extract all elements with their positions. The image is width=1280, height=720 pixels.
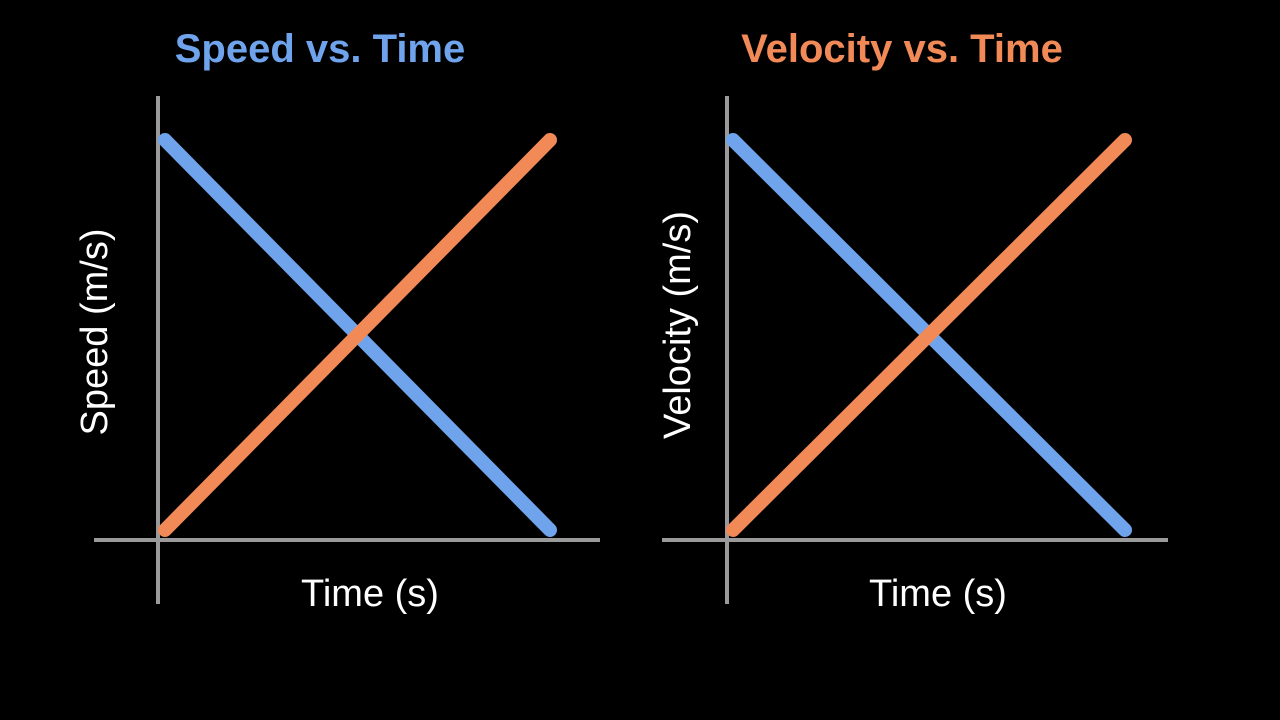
speed-series-group — [158, 133, 557, 537]
speed-chart: Speed vs. Time Time (s) Speed (m/s) — [74, 27, 600, 615]
velocity-series-line-increasing — [726, 133, 1132, 537]
velocity-series-group — [726, 133, 1132, 537]
speed-x-label: Time (s) — [301, 573, 439, 615]
velocity-chart-title: Velocity vs. Time — [741, 27, 1063, 71]
speed-series-line-increasing — [158, 133, 557, 537]
speed-chart-title: Speed vs. Time — [175, 27, 466, 71]
velocity-x-label: Time (s) — [869, 573, 1007, 615]
velocity-y-label: Velocity (m/s) — [657, 211, 699, 439]
velocity-chart: Velocity vs. Time Time (s) Velocity (m/s… — [657, 27, 1168, 615]
speed-y-label: Speed (m/s) — [74, 229, 116, 436]
